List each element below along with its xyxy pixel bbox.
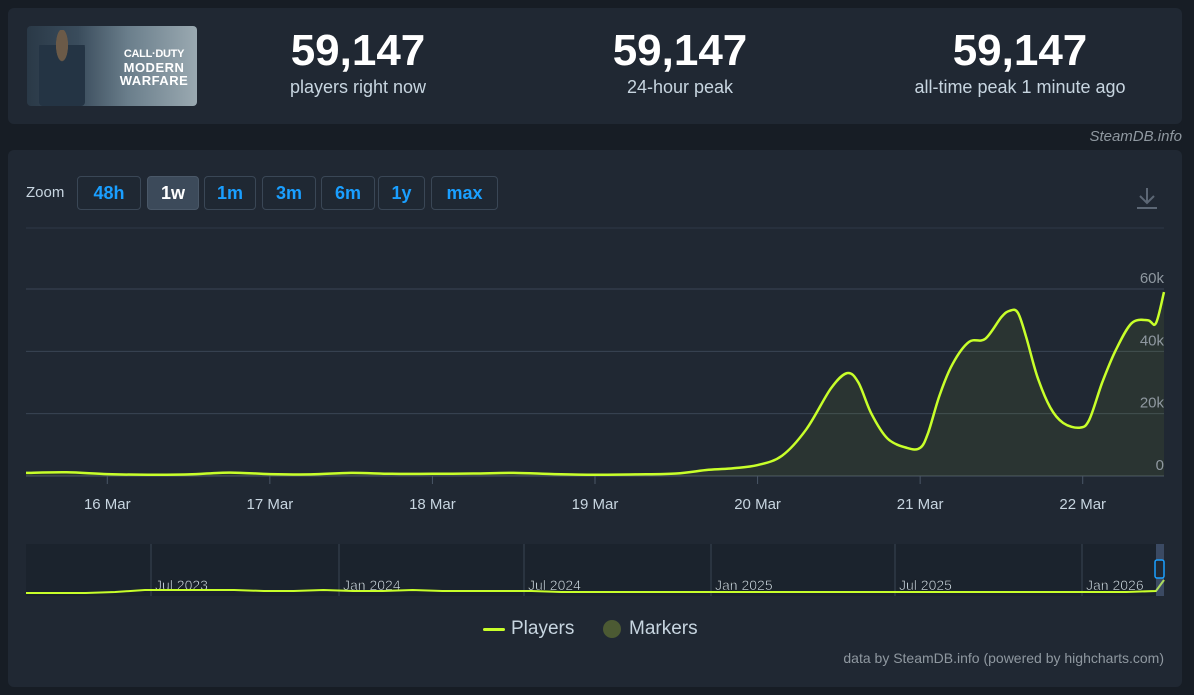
- cover-title: CALL·DUTY MODERN WARFARE: [111, 48, 197, 87]
- y-tick-label: 60k: [1140, 270, 1165, 287]
- zoom-1w-button[interactable]: 1w: [147, 176, 199, 210]
- chart-card: Zoom 48h 1w 1m 3m 6m 1y max 0 20k 40k 60k 1…: [8, 150, 1182, 687]
- players-now-label: players right now: [289, 77, 427, 97]
- legend-markers-label: Markers: [629, 618, 698, 639]
- zoom-max-button[interactable]: max: [431, 176, 498, 210]
- cover-title-line2: MODERN: [123, 60, 185, 75]
- game-cover-image[interactable]: CALL·DUTY MODERN WARFARE: [27, 26, 197, 106]
- zoom-6m-button[interactable]: 6m: [321, 176, 375, 210]
- navigator-grid: Jul 2023 Jan 2024 Jul 2024 Jan 2025 Jul 2025…: [150, 544, 1144, 596]
- y-tick-label: 0: [1156, 457, 1164, 474]
- highcharts-credits[interactable]: data by SteamDB.info (powered by highcha…: [843, 650, 1164, 666]
- markers-dot-swatch: [603, 620, 621, 638]
- x-tick-label: 19 Mar: [572, 496, 619, 513]
- steamdb-credit[interactable]: SteamDB.info: [1089, 128, 1182, 145]
- navigator-background: [26, 544, 1164, 596]
- download-icon[interactable]: [1136, 186, 1158, 210]
- stats-card: CALL·DUTY MODERN WARFARE 59,147 players …: [8, 8, 1182, 124]
- zoom-3m-button[interactable]: 3m: [262, 176, 316, 210]
- chart-svg: 0 20k 40k 60k 16 Mar 17 Mar 18 Mar 19 Mar 20 Ma…: [25, 227, 1166, 596]
- y-tick-label: 40k: [1140, 332, 1165, 349]
- x-tick-label: 17 Mar: [247, 496, 294, 513]
- zoom-1y-button[interactable]: 1y: [378, 176, 425, 210]
- cover-title-line3: WARFARE: [119, 73, 189, 88]
- navigator-label: Jul 2025: [899, 577, 952, 593]
- stat-players-now: 59,147 players right now: [248, 26, 468, 98]
- players-series-area: [26, 292, 1164, 476]
- x-tick-label: 22 Mar: [1059, 496, 1106, 513]
- navigator: Jul 2023 Jan 2024 Jul 2024 Jan 2025 Jul 2025…: [26, 544, 1165, 596]
- navigator-label: Jan 2026: [1086, 577, 1144, 593]
- peak-24h-label: 24-hour peak: [626, 77, 734, 97]
- alltime-peak-value: 59,147: [952, 26, 1088, 75]
- navigator-label: Jul 2024: [528, 577, 581, 593]
- y-tick-label: 20k: [1140, 395, 1165, 412]
- navigator-label: Jan 2024: [343, 577, 401, 593]
- navigator-handle[interactable]: [1154, 559, 1165, 579]
- players-now-value: 59,147: [290, 26, 426, 75]
- cover-title-line1: CALL·DUTY: [123, 48, 185, 60]
- x-tick-label: 21 Mar: [897, 496, 944, 513]
- peak-24h-value: 59,147: [612, 26, 748, 75]
- x-tick-label: 16 Mar: [84, 496, 131, 513]
- zoom-48h-button[interactable]: 48h: [77, 176, 141, 210]
- zoom-1m-button[interactable]: 1m: [204, 176, 256, 210]
- players-line-swatch: [483, 627, 505, 631]
- players-series-line: [25, 291, 1166, 477]
- cover-soldier-figure: [39, 30, 85, 106]
- zoom-label: Zoom: [26, 184, 65, 201]
- x-tick-label: 20 Mar: [734, 496, 781, 513]
- navigator-label: Jan 2025: [715, 577, 773, 593]
- legend-players-label: Players: [511, 618, 575, 639]
- legend-players[interactable]: Players: [483, 618, 574, 640]
- stat-24h-peak: 59,147 24-hour peak: [570, 26, 790, 98]
- legend-markers[interactable]: Markers: [603, 618, 698, 640]
- stat-alltime-peak: 59,147 all-time peak 1 minute ago: [870, 26, 1170, 98]
- x-tick-layer: 16 Mar 17 Mar 18 Mar 19 Mar 20 Mar 21 Mar 22 M…: [84, 476, 1106, 513]
- navigator-series-line: [26, 579, 1165, 594]
- y-tick-layer: 0 20k 40k 60k: [1140, 270, 1165, 474]
- x-tick-label: 18 Mar: [409, 496, 456, 513]
- grid-layer: [26, 227, 1164, 477]
- alltime-peak-label: all-time peak 1 minute ago: [914, 77, 1126, 97]
